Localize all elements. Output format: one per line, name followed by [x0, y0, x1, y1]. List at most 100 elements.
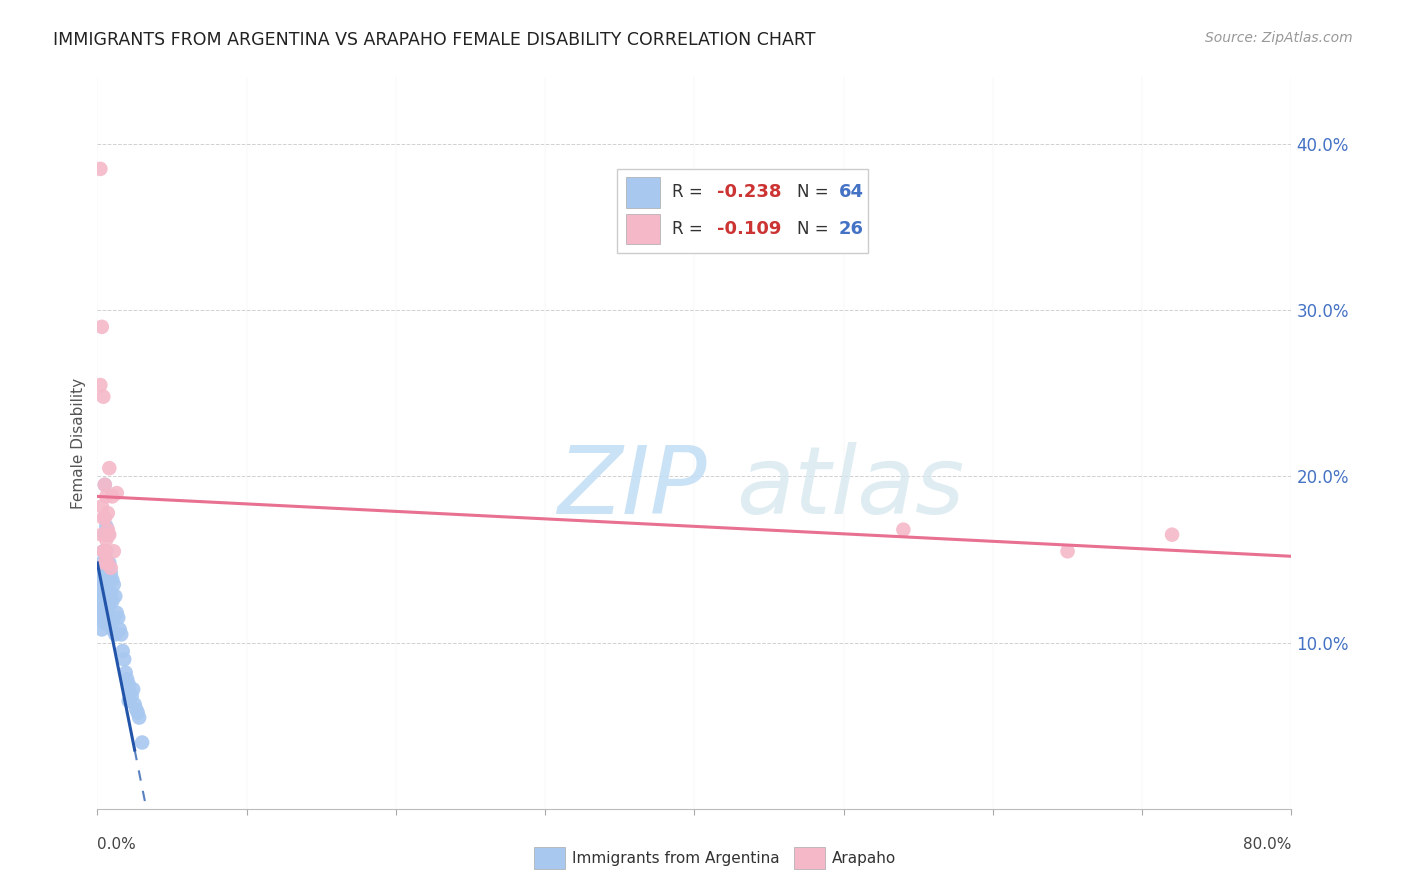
Point — [125, 702, 148, 716]
Text: 26: 26 — [839, 219, 863, 238]
Point — [97, 556, 120, 570]
Point — [100, 619, 122, 633]
Text: -0.238: -0.238 — [717, 183, 782, 202]
Point — [100, 561, 122, 575]
Point — [127, 706, 149, 720]
Point — [101, 594, 124, 608]
Point — [110, 627, 132, 641]
Text: Source: ZipAtlas.com: Source: ZipAtlas.com — [1205, 31, 1353, 45]
Point — [100, 566, 122, 580]
Text: 80.0%: 80.0% — [1243, 838, 1292, 852]
Point — [90, 573, 112, 587]
Text: Immigrants from Argentina: Immigrants from Argentina — [572, 851, 780, 865]
Point — [1056, 544, 1078, 558]
Point — [89, 569, 111, 583]
Point — [103, 577, 125, 591]
Point — [105, 606, 128, 620]
Point — [96, 533, 118, 547]
Point — [98, 599, 121, 614]
Point — [108, 623, 131, 637]
Point — [90, 602, 112, 616]
Point — [122, 682, 145, 697]
Point — [91, 544, 114, 558]
Point — [121, 689, 143, 703]
Point — [98, 556, 121, 570]
Point — [91, 606, 114, 620]
Point — [103, 611, 125, 625]
Point — [94, 556, 117, 570]
Point — [90, 594, 112, 608]
Text: 64: 64 — [839, 183, 863, 202]
Point — [96, 490, 118, 504]
Point — [131, 735, 153, 749]
Text: N =: N = — [797, 183, 834, 202]
FancyBboxPatch shape — [626, 213, 659, 244]
Point — [90, 586, 112, 600]
Point — [91, 594, 114, 608]
FancyBboxPatch shape — [626, 177, 659, 208]
Point — [91, 544, 114, 558]
Point — [97, 606, 120, 620]
Point — [98, 461, 121, 475]
Point — [114, 665, 136, 680]
Text: IMMIGRANTS FROM ARGENTINA VS ARAPAHO FEMALE DISABILITY CORRELATION CHART: IMMIGRANTS FROM ARGENTINA VS ARAPAHO FEM… — [53, 31, 815, 49]
Point — [97, 527, 120, 541]
Point — [94, 527, 117, 541]
Point — [90, 500, 112, 514]
Text: R =: R = — [672, 219, 707, 238]
Point — [112, 652, 135, 666]
Text: R =: R = — [672, 183, 707, 202]
Text: atlas: atlas — [737, 442, 965, 533]
Point — [115, 673, 138, 687]
Point — [89, 161, 111, 176]
Point — [96, 544, 118, 558]
Point — [97, 556, 120, 570]
Point — [118, 677, 141, 691]
Point — [103, 544, 125, 558]
Point — [90, 566, 112, 580]
Point — [98, 573, 121, 587]
Point — [90, 319, 112, 334]
Point — [128, 710, 150, 724]
Point — [101, 490, 124, 504]
Point — [89, 611, 111, 625]
Point — [97, 582, 120, 597]
Point — [104, 589, 127, 603]
Point — [97, 523, 120, 537]
Point — [87, 561, 110, 575]
Point — [1161, 527, 1184, 541]
Point — [89, 589, 111, 603]
Point — [90, 556, 112, 570]
Point — [94, 615, 117, 630]
Point — [94, 566, 117, 580]
Point — [89, 582, 111, 597]
Point — [105, 486, 128, 500]
Point — [97, 506, 120, 520]
FancyBboxPatch shape — [617, 169, 868, 253]
Point — [96, 519, 118, 533]
Text: -0.109: -0.109 — [717, 219, 782, 238]
Point — [94, 586, 117, 600]
Point — [104, 627, 127, 641]
Text: ZIP: ZIP — [557, 442, 707, 533]
Point — [91, 390, 114, 404]
Point — [94, 477, 117, 491]
Point — [94, 477, 117, 491]
Point — [91, 577, 114, 591]
Point — [89, 606, 111, 620]
Text: Arapaho: Arapaho — [832, 851, 897, 865]
Point — [96, 569, 118, 583]
Point — [100, 586, 122, 600]
Point — [120, 685, 142, 699]
Point — [90, 527, 112, 541]
Point — [87, 594, 110, 608]
Point — [91, 511, 114, 525]
Point — [94, 544, 117, 558]
Point — [90, 623, 112, 637]
Point — [98, 527, 121, 541]
Point — [107, 611, 129, 625]
Point — [101, 623, 124, 637]
Point — [893, 523, 915, 537]
Point — [118, 694, 141, 708]
Point — [89, 378, 111, 392]
